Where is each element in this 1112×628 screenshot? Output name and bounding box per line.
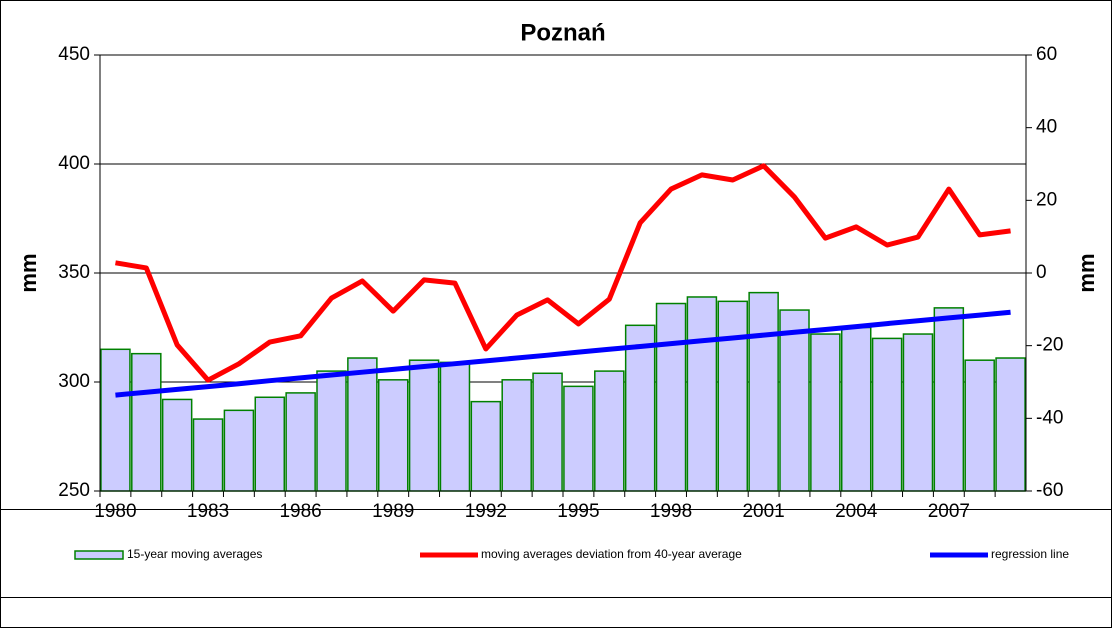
- legend-swatch: [74, 550, 124, 560]
- y-tick-label: 300: [58, 371, 90, 392]
- y2-tick-label: -60: [1036, 480, 1063, 501]
- bar: [161, 398, 193, 492]
- bar: [594, 370, 625, 492]
- bar: [285, 392, 316, 492]
- bar: [748, 291, 779, 492]
- bar: [995, 357, 1026, 492]
- x-tick-label: 1989: [372, 501, 414, 522]
- x-tick-label: 2007: [928, 501, 970, 522]
- y2-axis-label: mm: [1074, 253, 1099, 292]
- line: [115, 309, 1011, 398]
- bar: [501, 379, 532, 492]
- bar: [316, 370, 347, 492]
- bar: [717, 300, 749, 492]
- bar: [871, 337, 903, 492]
- bar: [223, 409, 255, 492]
- x-tick-label: 2004: [835, 501, 878, 522]
- y-tick-label: 350: [58, 262, 90, 283]
- bar: [810, 333, 841, 492]
- bar: [532, 372, 563, 492]
- legend-label: regression line: [991, 547, 1069, 561]
- x-tick-label: 1992: [465, 501, 507, 522]
- y-tick-label: 450: [58, 44, 90, 65]
- y-tick-label: 400: [58, 153, 90, 174]
- bar: [131, 352, 162, 492]
- x-tick-label: 2001: [742, 501, 784, 522]
- plot-border: [99, 54, 1027, 492]
- bar: [377, 379, 409, 492]
- line: [115, 163, 1011, 383]
- y2-tick-label: -20: [1036, 335, 1063, 356]
- x-tick-label: 1986: [279, 501, 321, 522]
- bar: [470, 400, 502, 492]
- chart-title: Poznań: [520, 19, 605, 46]
- bar: [964, 359, 995, 492]
- bar: [655, 302, 687, 492]
- bar: [100, 348, 131, 492]
- bar: [439, 361, 471, 492]
- legend-label: moving averages deviation from 40-year a…: [481, 547, 742, 561]
- bar: [408, 359, 440, 492]
- bar: [563, 385, 594, 492]
- x-tick-label: 1983: [187, 501, 229, 522]
- x-tick-label: 1980: [94, 501, 136, 522]
- y-axis-label: mm: [16, 253, 41, 292]
- y2-tick-label: -40: [1036, 407, 1063, 428]
- y-tick-label: 250: [58, 480, 90, 501]
- bar: [779, 309, 810, 492]
- x-tick-label: 1995: [557, 501, 599, 522]
- legend-label: 15-year moving averages: [127, 547, 262, 561]
- bar: [254, 396, 286, 492]
- y2-tick-label: 60: [1036, 44, 1057, 65]
- x-tick-label: 1998: [650, 501, 692, 522]
- bar: [624, 324, 656, 492]
- bar: [347, 357, 378, 492]
- bar: [686, 296, 718, 492]
- y2-tick-label: 0: [1036, 262, 1047, 283]
- bar: [840, 326, 872, 492]
- bar: [933, 307, 965, 492]
- y2-tick-label: 20: [1036, 189, 1057, 210]
- bar: [902, 333, 934, 492]
- bar: [192, 418, 224, 492]
- y2-tick-label: 40: [1036, 117, 1057, 138]
